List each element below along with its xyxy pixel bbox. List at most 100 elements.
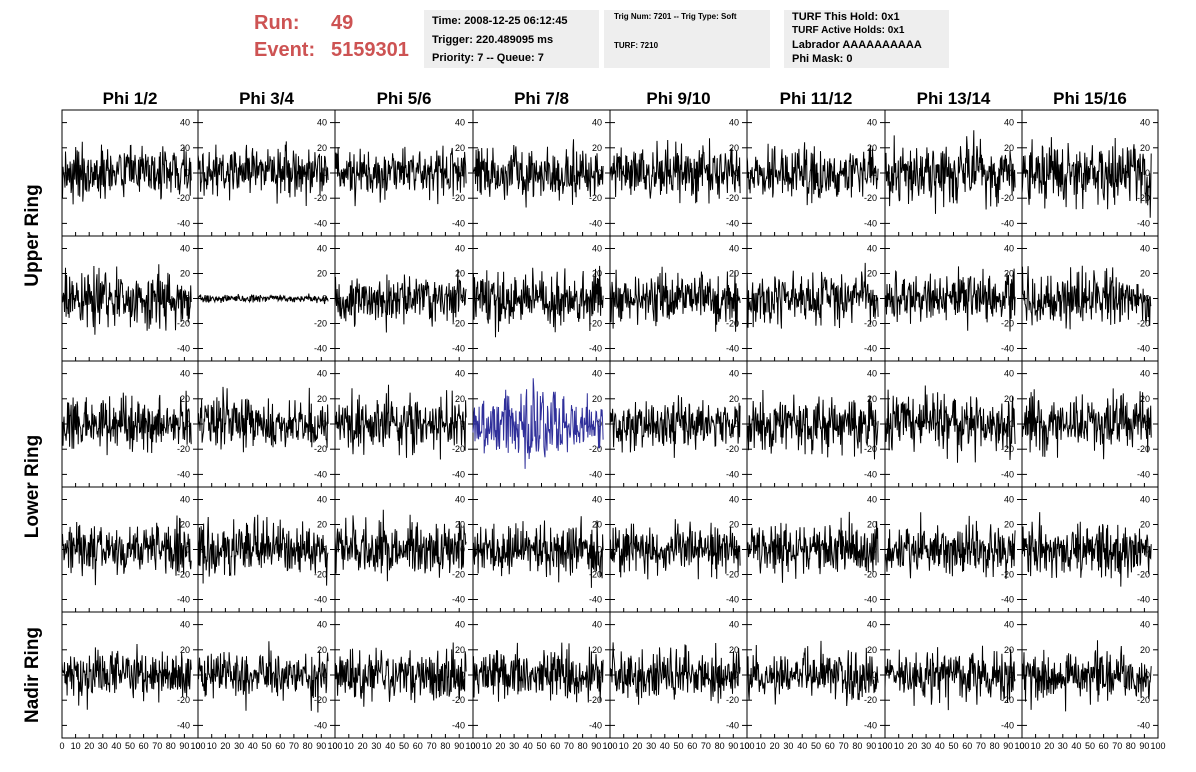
y-tick-label: 20 <box>1004 143 1014 153</box>
waveform-trace <box>472 642 604 703</box>
waveform-trace <box>884 512 1016 580</box>
y-tick-label: 20 <box>867 394 877 404</box>
waveform-trace <box>472 265 604 338</box>
waveform-trace <box>609 519 741 580</box>
y-tick-label: -40 <box>452 469 465 479</box>
x-tick-label: 60 <box>139 741 149 751</box>
x-tick-label: 70 <box>289 741 299 751</box>
x-tick-label: 0 <box>607 741 612 751</box>
x-tick-label: 100 <box>877 741 892 751</box>
x-tick-label: 100 <box>602 741 617 751</box>
y-tick-label: -20 <box>726 695 739 705</box>
y-tick-label: -20 <box>314 319 327 329</box>
y-tick-label: 40 <box>180 495 190 505</box>
x-tick-label: 80 <box>578 741 588 751</box>
y-tick-label: 40 <box>455 495 465 505</box>
y-tick-label: 20 <box>455 520 465 530</box>
waveform-trace <box>61 643 192 710</box>
x-tick-label: 0 <box>195 741 200 751</box>
y-tick-label: -40 <box>589 344 602 354</box>
y-tick-label: -20 <box>177 570 190 580</box>
priority-queue-text: Priority: 7 -- Queue: 7 <box>432 52 544 64</box>
y-tick-label: -40 <box>589 720 602 730</box>
y-tick-label: 20 <box>1140 394 1150 404</box>
x-tick-label: 20 <box>495 741 505 751</box>
x-tick-label: 90 <box>1139 741 1149 751</box>
y-tick-label: 20 <box>1004 645 1014 655</box>
y-tick-label: 0 <box>597 545 602 555</box>
y-tick-label: 20 <box>729 143 739 153</box>
waveform-trace <box>609 266 741 332</box>
y-tick-label: 20 <box>1004 520 1014 530</box>
y-tick-label: 40 <box>180 118 190 128</box>
y-tick-label: 40 <box>317 118 327 128</box>
x-tick-label: 20 <box>1044 741 1054 751</box>
y-tick-label: 0 <box>1145 168 1150 178</box>
y-tick-label: 0 <box>1145 670 1150 680</box>
y-tick-label: -40 <box>864 720 877 730</box>
trig-num-text: Trig Num: 7201 -- Trig Type: Soft <box>614 12 737 21</box>
column-title: Phi 1/2 <box>103 89 158 108</box>
y-tick-label: 20 <box>1140 645 1150 655</box>
y-tick-label: 20 <box>729 269 739 279</box>
waveform-trace <box>472 516 604 588</box>
x-tick-label: 60 <box>1099 741 1109 751</box>
y-tick-label: -20 <box>726 570 739 580</box>
y-tick-label: 20 <box>180 520 190 530</box>
y-tick-label: -20 <box>589 695 602 705</box>
y-tick-label: 20 <box>180 269 190 279</box>
y-tick-label: 40 <box>1004 244 1014 254</box>
y-tick-label: -40 <box>864 595 877 605</box>
y-tick-label: -40 <box>864 344 877 354</box>
column-title: Phi 9/10 <box>646 89 710 108</box>
x-tick-label: 30 <box>234 741 244 751</box>
y-tick-label: 20 <box>1140 143 1150 153</box>
y-tick-label: -40 <box>589 218 602 228</box>
waveform-trace <box>1021 137 1152 218</box>
y-tick-label: -20 <box>726 193 739 203</box>
x-tick-label: 80 <box>715 741 725 751</box>
y-tick-label: -40 <box>177 720 190 730</box>
y-tick-label: -40 <box>452 595 465 605</box>
y-tick-label: 20 <box>867 645 877 655</box>
waveform-trace <box>197 141 329 207</box>
waveform-trace <box>609 395 741 458</box>
waveform-trace <box>334 509 467 582</box>
y-tick-label: 40 <box>592 620 602 630</box>
x-tick-label: 80 <box>440 741 450 751</box>
x-tick-label: 20 <box>770 741 780 751</box>
x-tick-label: 40 <box>1071 741 1081 751</box>
waveform-trace <box>334 269 467 333</box>
y-tick-label: -20 <box>1001 444 1014 454</box>
y-tick-label: -20 <box>589 444 602 454</box>
x-tick-label: 50 <box>673 741 683 751</box>
x-tick-label: 80 <box>1126 741 1136 751</box>
y-tick-label: -20 <box>726 319 739 329</box>
y-tick-label: 40 <box>867 244 877 254</box>
y-tick-label: 20 <box>729 520 739 530</box>
y-tick-label: 40 <box>729 369 739 379</box>
y-tick-label: 20 <box>317 394 327 404</box>
y-tick-label: 20 <box>592 143 602 153</box>
y-tick-label: 20 <box>592 394 602 404</box>
y-tick-label: 0 <box>185 168 190 178</box>
x-tick-label: 50 <box>536 741 546 751</box>
x-tick-label: 70 <box>839 741 849 751</box>
x-tick-label: 90 <box>454 741 464 751</box>
row-group-label: Nadir Ring <box>22 627 43 723</box>
x-tick-label: 100 <box>190 741 205 751</box>
y-tick-label: -20 <box>1137 695 1150 705</box>
x-tick-label: 90 <box>866 741 876 751</box>
y-tick-label: -40 <box>177 469 190 479</box>
y-tick-label: -40 <box>1137 344 1150 354</box>
y-tick-label: 20 <box>317 269 327 279</box>
y-tick-label: -20 <box>177 319 190 329</box>
y-tick-label: -40 <box>452 720 465 730</box>
y-tick-label: -40 <box>589 595 602 605</box>
y-tick-label: -40 <box>726 218 739 228</box>
phi-mask-text: Phi Mask: 0 <box>792 53 853 65</box>
waveform-trace <box>1021 512 1152 587</box>
x-tick-label: 100 <box>1150 741 1165 751</box>
y-tick-label: -40 <box>864 469 877 479</box>
y-tick-label: 40 <box>1140 369 1150 379</box>
